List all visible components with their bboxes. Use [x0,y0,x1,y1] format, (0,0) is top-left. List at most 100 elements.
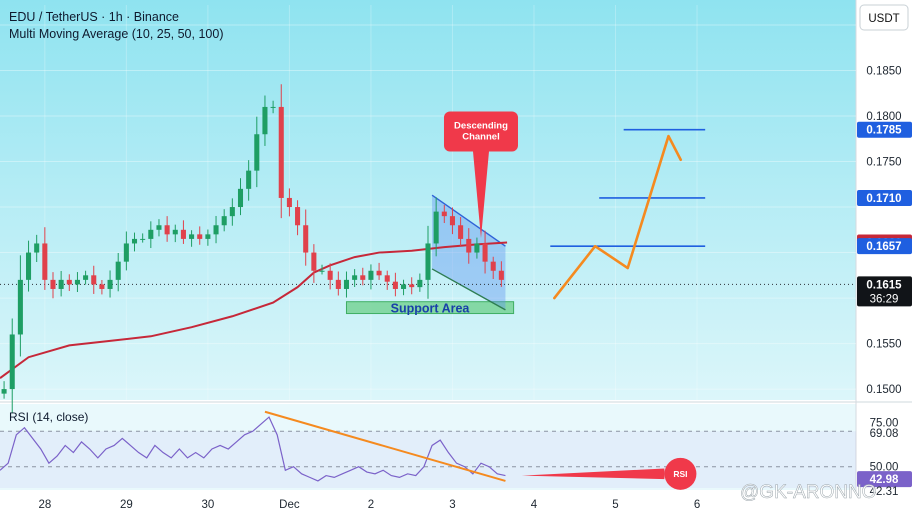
candle-up [262,95,268,146]
candle-up [140,233,146,243]
callout-pointer [472,151,489,238]
candle-body [123,243,129,262]
candle-body [205,234,211,239]
candle-body [83,275,89,280]
price-marker: 0.1785 [857,121,912,138]
channel-upper-line [431,194,506,247]
candle-down [42,227,48,290]
main-pane-background [0,0,856,400]
candle-body [392,281,398,289]
candle-body [449,216,455,226]
callout-label: Channel [462,131,499,142]
candle-down [164,216,170,242]
candle-up [254,116,260,188]
time-tick-label: 2 [368,499,374,511]
candle-body [303,225,309,253]
candle-body [1,389,7,394]
candle-up [474,237,480,259]
candle-body [34,243,40,253]
rsi-scale-label: 75.00 [870,417,899,429]
candle-up [74,272,80,293]
candle-body [278,106,284,198]
time-tick-label: 29 [120,499,133,511]
candle-body [311,252,317,271]
candle-up [213,215,219,244]
indicator-legend: Multi Moving Average (10, 25, 50, 100) [9,27,223,41]
rsi-legend: RSI (14, close) [9,410,88,424]
rsi-forecast-wedge [521,468,665,480]
candle-up [83,270,89,285]
candle-body [99,284,105,289]
time-tick-label: 3 [449,499,455,511]
candle-up [107,270,113,298]
time-tick-label: 30 [201,499,214,511]
candle-up [58,270,64,297]
candle-body [433,211,439,244]
rsi-badge [664,457,697,490]
candle-body [425,243,431,280]
candle-up [1,381,7,399]
candle-body [213,225,219,235]
candle-body [409,284,415,288]
candle-body [189,234,195,239]
candle-down [303,209,309,266]
candle-body [246,170,252,189]
rsi-current-label: 42.98 [870,474,899,486]
candle-up [417,273,423,292]
candle-up [246,160,252,201]
price-marker-box [857,276,912,307]
candle-body [360,275,366,280]
candle-body [376,270,382,276]
candle-body [286,197,292,208]
candle-body [458,225,464,239]
candle-down [360,267,366,286]
candle-body [74,279,80,285]
candle-down [278,84,284,219]
candle-down [50,272,56,299]
candle-up [148,221,154,249]
candle-body [164,225,170,235]
price-marker: 0.1657 [857,238,912,255]
candle-down [335,271,341,296]
candle-up [343,271,350,298]
price-tick-label: 0.1550 [866,339,901,351]
candle-body [368,270,374,280]
candle-body [172,229,178,235]
candle-body [327,270,333,280]
candle-up [433,197,439,257]
candle-down [99,279,105,295]
time-tick-label: 4 [531,499,538,511]
candle-down [180,220,186,244]
price-tick-label: 0.1850 [866,66,901,78]
candlestick-series [1,84,504,413]
candle-body [91,275,97,285]
candle-up [319,264,325,275]
candle-body [221,216,227,226]
currency-button[interactable]: USDT [859,4,909,31]
time-tick-label: Dec [279,499,300,511]
candle-up [270,100,276,114]
candle-body [352,275,358,280]
candle-up [189,230,195,247]
rsi-scale-label: 69.08 [870,428,899,440]
candle-down [376,262,382,280]
price-marker: 0.1710 [857,189,912,206]
candle-body [9,334,15,390]
price-marker-label: 0.1785 [866,125,902,137]
ma-line [0,241,508,379]
candle-body [466,238,472,253]
candle-up [131,232,138,252]
candle-body [319,270,325,272]
moving-average-100 [0,241,508,379]
candle-body [237,188,244,208]
candle-down [286,188,292,217]
rsi-line [0,416,506,482]
candle-body [156,225,162,230]
rsi-divergence-line [264,410,506,482]
candle-down [409,277,415,295]
channel-lower-line [431,268,506,311]
candle-down [392,272,398,297]
candle-body [229,207,235,217]
candle-down [295,200,301,236]
